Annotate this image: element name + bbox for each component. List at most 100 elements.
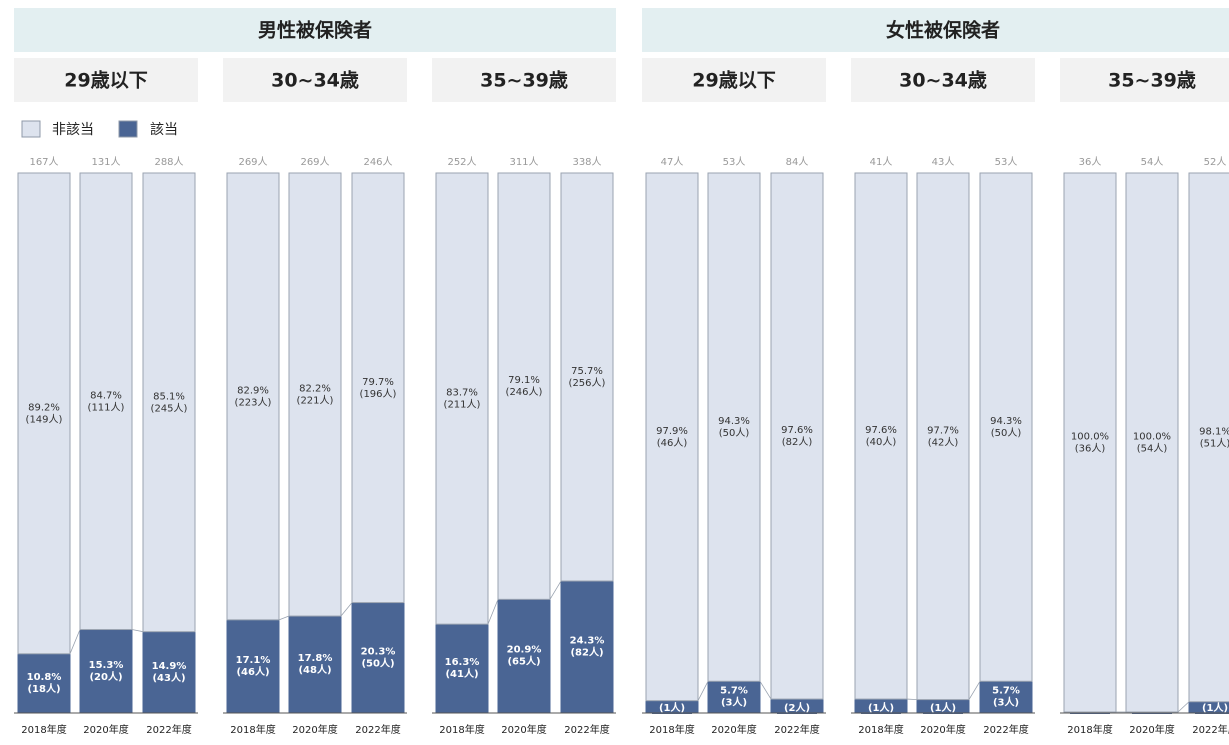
- value-label: 16.3% (41人): [445, 657, 480, 680]
- value-label: 98.1% (51人): [1199, 426, 1229, 449]
- total-label: 269人: [300, 156, 329, 168]
- total-label: 53人: [723, 156, 746, 168]
- total-label: 36人: [1079, 156, 1102, 168]
- x-tick-label: 2018年度: [858, 723, 903, 736]
- x-tick-label: 2018年度: [1067, 723, 1112, 736]
- value-label: 84.7% (111人): [88, 390, 125, 413]
- value-label: 100.0% (54人): [1133, 432, 1171, 455]
- bar-segment: [226, 619, 280, 713]
- bar-segment: [79, 629, 133, 713]
- bar-segment: [79, 172, 133, 631]
- value-label: 82.2% (221人): [297, 384, 334, 407]
- bar-segment: [979, 680, 1033, 713]
- bar-segment: [560, 580, 614, 713]
- x-tick-label: 2022年度: [564, 723, 609, 736]
- x-tick-label: 2022年度: [355, 723, 400, 736]
- value-label: 24.3% (82人): [570, 636, 605, 659]
- connector: [487, 599, 499, 625]
- connector: [549, 580, 562, 600]
- total-label: 41人: [870, 156, 893, 168]
- value-label: 15.3% (20人): [89, 660, 124, 683]
- value-label: 82.9% (223人): [235, 385, 272, 408]
- value-label: 89.2% (149人): [26, 402, 63, 425]
- x-tick-label: 2020年度: [83, 723, 128, 736]
- bar-segment: [435, 172, 489, 625]
- bar-segment: [707, 680, 761, 713]
- value-label: 97.7% (42人): [927, 425, 959, 448]
- connector: [1177, 701, 1190, 713]
- bar-segment: [288, 172, 342, 617]
- value-label: 97.9% (46人): [656, 426, 688, 449]
- value-label: 83.7% (211人): [444, 388, 481, 411]
- bar-segment: [854, 172, 908, 700]
- connector: [278, 615, 290, 621]
- bar-segment: [560, 172, 614, 582]
- connector: [906, 698, 918, 701]
- value-label: 5.7% (3人): [992, 686, 1020, 709]
- panel-title: 30~34歳: [899, 70, 987, 92]
- x-tick-label: 2020年度: [501, 723, 546, 736]
- x-tick-label: 2018年度: [649, 723, 694, 736]
- x-tick-label: 2018年度: [439, 723, 484, 736]
- total-label: 338人: [572, 156, 601, 168]
- total-label: 43人: [932, 156, 955, 168]
- bar-segment: [916, 172, 970, 701]
- bar-segment: [351, 172, 405, 604]
- panel-header-bg: [432, 58, 616, 102]
- group-header-bg: [14, 8, 616, 52]
- panel-title: 35~39歳: [480, 70, 568, 92]
- value-label: 17.8% (48人): [298, 653, 333, 676]
- total-label: 288人: [154, 156, 183, 168]
- value-label: 17.1% (46人): [236, 655, 271, 678]
- connector: [968, 681, 981, 700]
- total-label: 53人: [995, 156, 1018, 168]
- value-label: 100.0% (36人): [1071, 432, 1109, 455]
- legend-swatch: [118, 120, 138, 138]
- total-label: 131人: [91, 156, 120, 168]
- connector: [697, 681, 709, 701]
- bar-segment: [497, 598, 551, 713]
- panel-header-bg: [642, 58, 826, 102]
- bar-segment: [1188, 172, 1229, 703]
- value-label: 20.9% (65人): [507, 645, 542, 668]
- x-tick-label: 2022年度: [1192, 723, 1229, 736]
- value-label: 75.7% (256人): [569, 366, 606, 389]
- total-label: 167人: [29, 156, 58, 168]
- panel-title: 29歳以下: [64, 70, 147, 92]
- bar-segment: [645, 172, 699, 702]
- x-tick-label: 2022年度: [146, 723, 191, 736]
- total-label: 246人: [363, 156, 392, 168]
- bar-segment: [979, 172, 1033, 682]
- x-tick-label: 2020年度: [1129, 723, 1174, 736]
- bar-segment: [497, 172, 551, 600]
- x-tick-label: 2018年度: [230, 723, 275, 736]
- value-label: 85.1% (245人): [151, 391, 188, 414]
- total-label: 269人: [238, 156, 267, 168]
- x-tick-label: 2020年度: [920, 723, 965, 736]
- total-label: 84人: [786, 156, 809, 168]
- total-label: 52人: [1204, 156, 1227, 168]
- value-label: 97.6% (40人): [865, 425, 897, 448]
- value-label: 20.3% (50人): [361, 646, 396, 669]
- x-tick-label: 2020年度: [711, 723, 756, 736]
- total-label: 54人: [1141, 156, 1164, 168]
- legend-swatch: [21, 120, 41, 138]
- x-tick-label: 2018年度: [21, 723, 66, 736]
- panel-header-bg: [223, 58, 407, 102]
- connector: [759, 681, 772, 700]
- connector: [69, 629, 81, 654]
- group-header: 女性被保険者: [886, 19, 1000, 42]
- total-label: 252人: [447, 156, 476, 168]
- panel-header-bg: [14, 58, 198, 102]
- panel-title: 30~34歳: [271, 70, 359, 92]
- legend-label: 該当: [150, 122, 178, 138]
- panel-header-bg: [851, 58, 1035, 102]
- value-label: 79.1% (246人): [506, 375, 543, 398]
- bar-segment: [288, 615, 342, 713]
- bar-segment: [435, 623, 489, 713]
- value-label: 79.7% (196人): [360, 377, 397, 400]
- bar-segment: [142, 631, 196, 713]
- bar-segment: [17, 172, 71, 655]
- x-tick-label: 2020年度: [292, 723, 337, 736]
